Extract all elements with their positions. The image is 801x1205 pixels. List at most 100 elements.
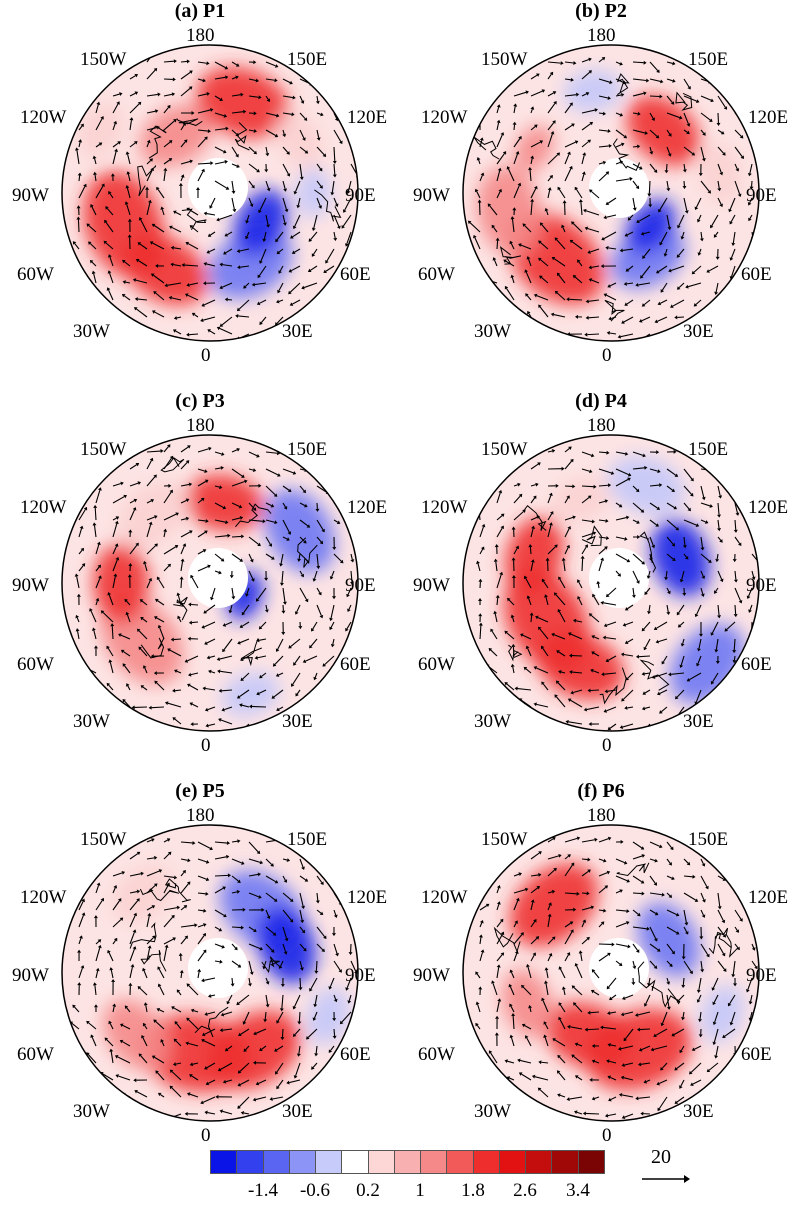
anomaly-field — [463, 825, 759, 1121]
lon-label-0: 0 — [201, 1125, 211, 1146]
lon-label-60w: 60W — [418, 264, 455, 285]
panel-f: (f) P6 180 0 150W 120W 90W 60W 30W 150E … — [401, 780, 801, 1160]
colorbar-cell — [210, 1150, 238, 1174]
anomaly-field — [463, 435, 759, 731]
lon-label-60e: 60E — [340, 654, 371, 675]
lon-label-90e: 90E — [746, 575, 777, 596]
colorbar-cell — [288, 1150, 317, 1174]
lon-label-150w: 150W — [481, 439, 528, 460]
lon-label-150w: 150W — [80, 49, 127, 70]
coastline — [508, 504, 670, 705]
colorbar-tick: 0.2 — [356, 1180, 380, 1201]
lon-label-120w: 120W — [421, 107, 468, 128]
polar-map-a — [61, 44, 359, 342]
colorbar-cell — [393, 1150, 422, 1174]
lon-label-60e: 60E — [340, 1044, 371, 1065]
lon-label-30w: 30W — [73, 321, 110, 342]
lon-label-90w: 90W — [12, 575, 49, 596]
reference-vector-value: 20 — [651, 1146, 671, 1168]
colorbar-cell — [498, 1150, 527, 1174]
lon-label-0: 0 — [602, 735, 612, 756]
panel-d: (d) P4 180 0 150W 120W 90W 60W 30W 150E … — [401, 390, 801, 770]
lon-label-120w: 120W — [20, 887, 67, 908]
coastline — [140, 457, 318, 667]
lon-label-180: 180 — [186, 805, 215, 826]
panel-title: (c) P3 — [175, 390, 225, 412]
colorbar-cell — [341, 1150, 369, 1174]
colorbar-cell — [420, 1150, 448, 1174]
lon-label-30e: 30E — [282, 321, 313, 342]
colorbar-cell — [315, 1150, 343, 1174]
lon-label-60e: 60E — [741, 264, 772, 285]
lon-label-60w: 60W — [418, 654, 455, 675]
lon-label-120e: 120E — [347, 887, 388, 908]
lon-label-0: 0 — [602, 345, 612, 366]
wind-vectors — [72, 49, 358, 341]
lon-label-90e: 90E — [746, 185, 777, 206]
map-boundary — [61, 44, 359, 342]
lon-label-120e: 120E — [748, 887, 789, 908]
colorbar-cell — [262, 1150, 290, 1174]
map-boundary — [61, 824, 359, 1122]
map-boundary — [462, 44, 760, 342]
reference-vector-arrow — [642, 1175, 690, 1183]
panel-title: (f) P6 — [577, 780, 625, 802]
colorbar-tick: 3.4 — [566, 1180, 590, 1201]
lon-label-30w: 30W — [474, 1101, 511, 1122]
lon-label-30e: 30E — [683, 711, 714, 732]
lon-label-60e: 60E — [340, 264, 371, 285]
map-boundary — [462, 434, 760, 732]
panel-title: (d) P4 — [575, 390, 627, 412]
panel-a: (a) P1 180 0 150W 120W 90W 60W 30W 150E … — [0, 0, 400, 380]
lon-label-120w: 120W — [421, 887, 468, 908]
map-boundary — [462, 824, 760, 1122]
colorbar-cell — [525, 1150, 553, 1174]
wind-vectors — [476, 446, 759, 730]
wind-vectors — [467, 57, 755, 341]
lon-label-180: 180 — [587, 25, 616, 46]
colorbar-cell — [551, 1150, 579, 1174]
colorbar-tick: 1 — [415, 1180, 425, 1201]
panel-c: (c) P3 180 0 150W 120W 90W 60W 30W 150E … — [0, 390, 400, 770]
anomaly-field — [62, 825, 358, 1121]
lon-label-180: 180 — [186, 25, 215, 46]
lon-label-120e: 120E — [347, 497, 388, 518]
coastline — [493, 862, 739, 1008]
lon-label-150e: 150E — [287, 49, 328, 70]
wind-vectors — [69, 838, 358, 1120]
polar-map-c — [61, 434, 359, 732]
colorbar — [210, 1150, 605, 1174]
lon-label-150w: 150W — [80, 439, 127, 460]
lon-label-30w: 30W — [73, 711, 110, 732]
lon-label-90e: 90E — [345, 965, 376, 986]
lon-label-150e: 150E — [688, 439, 729, 460]
lon-label-120w: 120W — [20, 107, 67, 128]
colorbar-cell — [367, 1150, 395, 1174]
lon-label-0: 0 — [602, 1125, 612, 1146]
lon-label-180: 180 — [186, 415, 215, 436]
colorbar-cell — [472, 1150, 500, 1174]
lon-label-120e: 120E — [748, 497, 789, 518]
lon-label-120e: 120E — [347, 107, 388, 128]
panel-title: (a) P1 — [174, 0, 226, 22]
colorbar-tick: -0.6 — [299, 1180, 331, 1201]
lon-label-90w: 90W — [413, 575, 450, 596]
colorbar-tick: -1.4 — [247, 1180, 279, 1201]
lon-label-90w: 90W — [12, 185, 49, 206]
panel-title: (e) P5 — [175, 780, 225, 802]
colorbar-tick: 2.6 — [513, 1180, 537, 1201]
lon-label-30e: 30E — [282, 711, 313, 732]
lon-label-90e: 90E — [746, 965, 777, 986]
lon-label-90w: 90W — [413, 185, 450, 206]
lon-label-30w: 30W — [73, 1101, 110, 1122]
lon-label-0: 0 — [201, 345, 211, 366]
lon-label-60e: 60E — [741, 1044, 772, 1065]
lon-label-150w: 150W — [80, 829, 127, 850]
lon-label-150e: 150E — [287, 829, 328, 850]
lon-label-30e: 30E — [683, 321, 714, 342]
panel-title: (b) P2 — [575, 0, 627, 22]
panel-e: (e) P5 180 0 150W 120W 90W 60W 30W 150E … — [0, 780, 400, 1160]
lon-label-150w: 150W — [481, 829, 528, 850]
lon-label-90w: 90W — [413, 965, 450, 986]
lon-label-120e: 120E — [748, 107, 789, 128]
